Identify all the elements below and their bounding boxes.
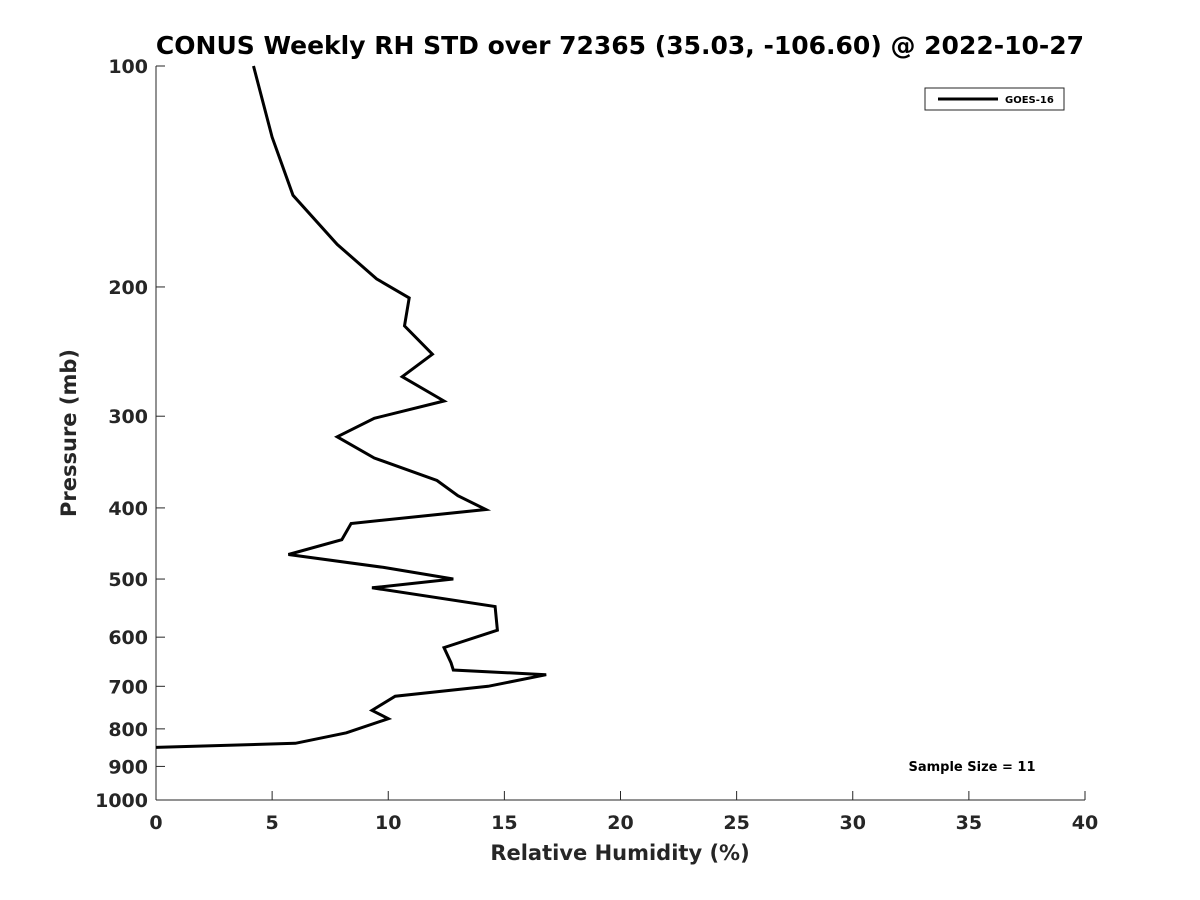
x-tick-label: 20 <box>607 812 633 834</box>
x-tick-label: 0 <box>149 812 162 834</box>
y-tick-label: 800 <box>108 719 148 741</box>
y-tick-label: 500 <box>108 569 148 591</box>
y-tick-label: 200 <box>108 277 148 299</box>
legend: GOES-16 <box>924 87 1065 111</box>
y-tick-label: 400 <box>108 498 148 520</box>
x-tick-label: 40 <box>1072 812 1098 834</box>
x-tick-label: 5 <box>266 812 279 834</box>
y-ticks: 100 200 300 400 500 600 700 800 900 1000 <box>95 56 165 812</box>
x-tick-label: 15 <box>491 812 517 834</box>
legend-label: GOES-16 <box>1005 95 1054 106</box>
series-layer <box>155 65 547 749</box>
y-tick-label: 100 <box>108 56 148 78</box>
y-axis-label: Pressure (mb) <box>57 349 81 517</box>
chart-title: CONUS Weekly RH STD over 72365 (35.03, -… <box>156 31 1084 60</box>
y-tick-label: 900 <box>108 756 148 778</box>
y-tick-label: 700 <box>108 676 148 698</box>
plot-background <box>156 66 1085 800</box>
x-tick-label: 30 <box>840 812 866 834</box>
y-tick-label: 600 <box>108 627 148 649</box>
x-ticks: 0 5 10 15 20 25 30 35 40 <box>149 791 1098 834</box>
sample-size-annotation: Sample Size = 11 <box>908 760 1035 775</box>
x-tick-label: 25 <box>723 812 749 834</box>
y-tick-label: 1000 <box>95 790 148 812</box>
y-tick-label: 300 <box>108 406 148 428</box>
series-line-goes-16 <box>155 65 547 749</box>
x-tick-label: 35 <box>956 812 982 834</box>
x-tick-label: 10 <box>375 812 401 834</box>
x-axis-label: Relative Humidity (%) <box>490 841 749 865</box>
plot-area: 0 5 10 15 20 25 30 35 40 100 200 300 400 500 600 700 80… <box>95 56 1098 834</box>
